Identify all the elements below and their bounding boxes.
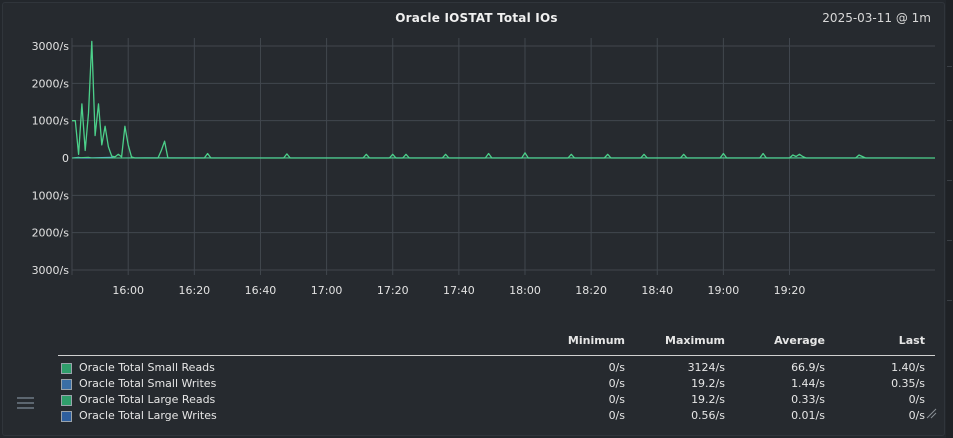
y-tick-label: 1000/s bbox=[32, 115, 70, 128]
legend-average: 1.44/s bbox=[791, 377, 825, 390]
x-tick-label: 19:00 bbox=[708, 284, 740, 297]
chart-series bbox=[71, 40, 936, 159]
legend-row[interactable]: Oracle Total Large Writes 0/s 0.56/s 0.01/s… bbox=[58, 408, 935, 424]
legend-swatch bbox=[61, 395, 72, 406]
legend-series-name: Oracle Total Large Writes bbox=[79, 409, 217, 422]
panel-scroll-strip bbox=[946, 0, 953, 438]
legend-swatch bbox=[61, 363, 72, 374]
x-tick-label: 17:00 bbox=[311, 284, 343, 297]
legend-header-average[interactable]: Average bbox=[774, 334, 825, 347]
x-tick-label: 16:20 bbox=[178, 284, 210, 297]
series-line-oracle-total-small-reads bbox=[72, 40, 935, 159]
legend-row[interactable]: Oracle Total Large Reads 0/s 19.2/s 0.33/s 0… bbox=[58, 392, 935, 408]
legend-header: Minimum Maximum Average Last bbox=[58, 332, 935, 356]
legend-series-name: Oracle Total Small Writes bbox=[79, 377, 217, 390]
legend-average: 0.33/s bbox=[791, 393, 825, 406]
legend-row[interactable]: Oracle Total Small Writes 0/s 19.2/s 1.44/s… bbox=[58, 376, 935, 392]
chart-title: Oracle IOSTAT Total IOs bbox=[395, 11, 558, 25]
y-axis: 3000/s 2000/s 1000/s 0 1000/s 2000/s 3000/s bbox=[32, 40, 70, 277]
resize-handle-icon[interactable] bbox=[925, 407, 937, 419]
legend-header-maximum[interactable]: Maximum bbox=[665, 334, 725, 347]
legend-maximum: 19.2/s bbox=[691, 377, 725, 390]
x-tick-label: 16:00 bbox=[112, 284, 144, 297]
legend-maximum: 0.56/s bbox=[691, 409, 725, 422]
x-axis: 16:00 16:20 16:40 17:00 17:20 17:40 18:00 18:20… bbox=[112, 284, 805, 297]
y-tick-label: 0 bbox=[62, 152, 69, 165]
x-tick-label: 18:40 bbox=[641, 284, 673, 297]
legend-series-name: Oracle Total Small Reads bbox=[79, 361, 215, 374]
y-tick-label: 2000/s bbox=[32, 227, 70, 240]
legend-minimum: 0/s bbox=[608, 361, 625, 374]
line-chart: 3000/s 2000/s 1000/s 0 1000/s 2000/s 3000/s 16… bbox=[32, 38, 936, 297]
hamburger-menu-icon[interactable] bbox=[17, 397, 34, 411]
legend-header-last[interactable]: Last bbox=[898, 334, 925, 347]
y-tick-label: 1000/s bbox=[32, 189, 70, 202]
legend-swatch bbox=[61, 411, 72, 422]
legend-table: Minimum Maximum Average Last Oracle Tota… bbox=[58, 332, 935, 424]
x-tick-label: 19:20 bbox=[774, 284, 806, 297]
legend-last: 0/s bbox=[908, 409, 925, 422]
date-label[interactable]: 2025-03-11 @ 1m bbox=[822, 11, 931, 25]
legend-average: 66.9/s bbox=[791, 361, 825, 374]
legend-maximum: 19.2/s bbox=[691, 393, 725, 406]
x-tick-label: 17:40 bbox=[443, 284, 475, 297]
legend-maximum: 3124/s bbox=[687, 361, 725, 374]
y-tick-label: 2000/s bbox=[32, 77, 70, 90]
legend-average: 0.01/s bbox=[791, 409, 825, 422]
legend-series-name: Oracle Total Large Reads bbox=[79, 393, 216, 406]
legend-minimum: 0/s bbox=[608, 393, 625, 406]
x-tick-label: 18:00 bbox=[509, 284, 541, 297]
y-tick-label: 3000/s bbox=[32, 264, 70, 277]
legend-last: 0/s bbox=[908, 393, 925, 406]
chart-grid bbox=[71, 38, 935, 275]
x-tick-label: 16:40 bbox=[245, 284, 277, 297]
legend-swatch bbox=[61, 379, 72, 390]
x-tick-label: 18:20 bbox=[575, 284, 607, 297]
legend-row[interactable]: Oracle Total Small Reads 0/s 3124/s 66.9/s 1… bbox=[58, 360, 935, 376]
legend-last: 0.35/s bbox=[891, 377, 925, 390]
legend-minimum: 0/s bbox=[608, 377, 625, 390]
y-tick-label: 3000/s bbox=[32, 40, 70, 53]
legend-minimum: 0/s bbox=[608, 409, 625, 422]
legend-header-minimum[interactable]: Minimum bbox=[567, 334, 625, 347]
x-tick-label: 17:20 bbox=[377, 284, 409, 297]
legend-last: 1.40/s bbox=[891, 361, 925, 374]
